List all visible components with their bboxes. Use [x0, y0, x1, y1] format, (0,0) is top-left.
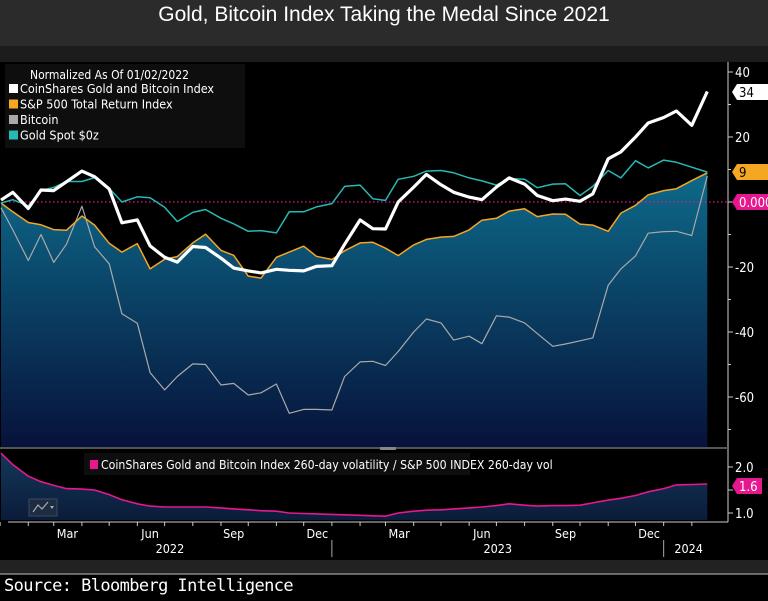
- sp500-area-fill: [1, 172, 708, 448]
- y-tick-label: 20: [735, 131, 750, 146]
- y-tick-label: 40: [735, 66, 750, 81]
- legend-item: S&P 500 Total Return Index: [20, 97, 173, 112]
- x-year-label: 2024: [674, 541, 703, 556]
- chart-title: Gold, Bitcoin Index Taking the Medal Sin…: [0, 0, 768, 46]
- vol-legend-box: [84, 453, 470, 475]
- volatility-area-fill: [1, 453, 708, 520]
- y-tick-label: 2.0: [735, 461, 754, 476]
- x-month-label: Jun: [472, 526, 491, 541]
- x-month-label: Dec: [306, 526, 328, 541]
- zero-value-tag-bg: [732, 194, 768, 210]
- y-tick-label: 1.0: [735, 507, 754, 522]
- x-month-label: Mar: [57, 526, 79, 541]
- y-tick-label: -60: [735, 391, 754, 406]
- title-gap: [0, 46, 768, 62]
- end-value-tag: 9: [739, 166, 746, 181]
- legend-swatch: [9, 84, 18, 93]
- vol-end-value-tag: 1.6: [739, 480, 758, 495]
- x-month-label: Sep: [555, 526, 576, 541]
- x-month-label: Dec: [638, 526, 660, 541]
- legend-swatch: [9, 115, 18, 124]
- line-chart-glyph: [32, 501, 49, 513]
- legend-swatch: [9, 99, 18, 109]
- legend-box: [5, 64, 245, 148]
- series-line-gold-spot-0z: [0, 159, 708, 234]
- series-line-volatility-ratio: [0, 452, 708, 518]
- x-year-label: 2022: [156, 541, 185, 556]
- x-month-label: Jun: [140, 526, 159, 541]
- end-value-tag-bg: [732, 84, 768, 100]
- legend-swatch: [90, 460, 98, 469]
- end-value-tag-bg: [732, 164, 768, 180]
- legend-title: Normalized As Of 01/02/2022: [30, 68, 189, 82]
- x-month-label: Sep: [223, 526, 244, 541]
- legend-item: Gold Spot $0z: [20, 128, 99, 143]
- legend-item: Bitcoin: [20, 112, 59, 127]
- series-line-s-p-500-total-return-index: [0, 172, 708, 279]
- source-note: Source: Bloomberg Intelligence: [4, 576, 294, 596]
- end-value-tag: 34: [739, 86, 754, 101]
- legend-swatch: [9, 130, 18, 140]
- series-line-coinshares-gold-and-bitcoin-index: [0, 90, 709, 275]
- line-chart-icon[interactable]: [28, 498, 58, 517]
- zero-value-tag: 0.000: [739, 196, 768, 211]
- footer-gap: [0, 560, 768, 574]
- legend-item: CoinShares Gold and Bitcoin Index: [20, 81, 214, 96]
- vol-end-tag-bg: [732, 478, 762, 494]
- x-year-label: 2023: [483, 541, 512, 556]
- dropdown-caret-icon: [50, 506, 54, 509]
- series-line-bitcoin: [0, 175, 708, 414]
- y-tick-label: -40: [735, 326, 754, 341]
- x-month-label: Mar: [389, 526, 411, 541]
- y-tick-label: -20: [735, 261, 754, 276]
- vol-legend-item: CoinShares Gold and Bitcoin Index 260-da…: [101, 458, 553, 472]
